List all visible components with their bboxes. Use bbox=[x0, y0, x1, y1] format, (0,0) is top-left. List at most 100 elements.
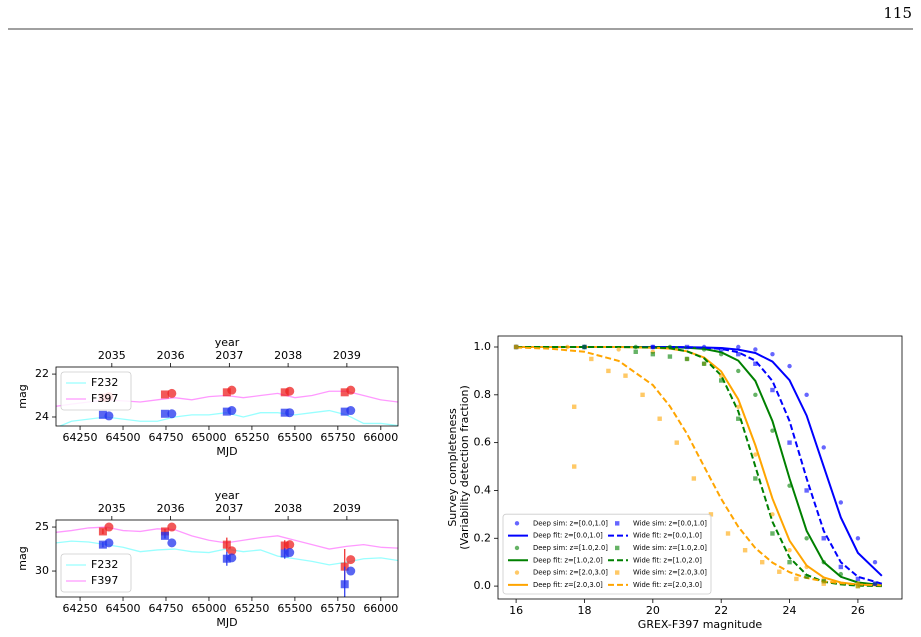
x-tick-label: 65500 bbox=[277, 431, 312, 444]
legend-label: Deep sim: z=[1.0,2.0] bbox=[533, 544, 608, 552]
data-point bbox=[160, 531, 169, 540]
data-point bbox=[227, 385, 237, 395]
data-point bbox=[804, 564, 809, 570]
x-tick-label: 64750 bbox=[148, 602, 183, 615]
data-point bbox=[855, 536, 861, 541]
data-point bbox=[718, 351, 724, 357]
data-point bbox=[98, 527, 107, 536]
data-point bbox=[770, 387, 775, 393]
x-tick-label: 65250 bbox=[234, 431, 269, 444]
data-point bbox=[770, 512, 775, 517]
data-point bbox=[753, 347, 758, 352]
y-axis-label: mag bbox=[16, 546, 29, 570]
data-point bbox=[770, 351, 775, 357]
x2-tick-label: 2036 bbox=[157, 349, 185, 362]
x2-tick-label: 2035 bbox=[98, 349, 126, 362]
data-point bbox=[227, 553, 237, 563]
data-point bbox=[718, 347, 724, 352]
plot-area bbox=[513, 344, 883, 589]
data-point bbox=[872, 559, 878, 565]
data-point bbox=[640, 392, 645, 398]
data-point bbox=[280, 541, 289, 550]
legend-box bbox=[60, 371, 132, 411]
legend-box bbox=[60, 553, 132, 593]
legend-label: Wide fit: z=[0.0,1.0] bbox=[633, 532, 702, 540]
x-tick-label: 64500 bbox=[106, 602, 141, 615]
plot-frame bbox=[497, 335, 903, 600]
data-point bbox=[606, 368, 611, 374]
x-tick-label: 65250 bbox=[234, 602, 269, 615]
data-point bbox=[346, 566, 356, 576]
data-point bbox=[650, 344, 656, 350]
data-point bbox=[616, 347, 621, 352]
data-point bbox=[667, 354, 673, 359]
data-point bbox=[736, 416, 741, 421]
data-point bbox=[280, 549, 289, 558]
data-point bbox=[777, 569, 782, 574]
legend: F232 F397 bbox=[60, 371, 132, 411]
data-point bbox=[167, 522, 177, 532]
x2-tick-label: 2039 bbox=[333, 502, 361, 515]
data-point bbox=[104, 522, 114, 532]
y-axis-label: Survey completeness bbox=[446, 408, 459, 527]
data-point bbox=[285, 540, 295, 550]
y-tick-label: 1.0 bbox=[474, 340, 492, 353]
data-point bbox=[742, 548, 748, 553]
data-point bbox=[285, 548, 295, 558]
x-tick-label: 66000 bbox=[363, 431, 398, 444]
plot-area bbox=[56, 522, 398, 597]
legend-label: F397 bbox=[91, 574, 118, 587]
data-point bbox=[513, 344, 519, 350]
data-point bbox=[787, 483, 792, 488]
y-axis-label: mag bbox=[16, 384, 29, 408]
data-point bbox=[104, 411, 114, 421]
legend-label: Wide fit: z=[1.0,2.0] bbox=[633, 556, 702, 564]
data-point bbox=[227, 406, 237, 416]
data-point bbox=[770, 428, 775, 433]
data-point bbox=[821, 445, 826, 450]
data-point bbox=[285, 386, 295, 396]
data-point bbox=[167, 388, 177, 398]
legend-label: Deep sim: z=[2.0,3.0] bbox=[533, 569, 608, 577]
x-tick-label: 64750 bbox=[148, 431, 183, 444]
x-tick-label: 66000 bbox=[363, 602, 398, 615]
x-axis-label: MJD bbox=[216, 616, 237, 629]
x-tick-label: 24 bbox=[783, 604, 797, 617]
legend-label: F397 bbox=[91, 392, 118, 405]
data-point bbox=[821, 581, 826, 586]
x-tick-label: 65000 bbox=[191, 431, 226, 444]
x-tick-label: 65750 bbox=[320, 431, 355, 444]
data-point bbox=[708, 512, 714, 517]
data-point bbox=[838, 571, 844, 577]
x-tick-label: 16 bbox=[509, 604, 523, 617]
data-point bbox=[167, 409, 177, 419]
legend-marker bbox=[615, 521, 620, 526]
data-point bbox=[787, 440, 792, 445]
data-point bbox=[787, 559, 792, 565]
data-point bbox=[160, 527, 169, 536]
x-tick-label: 26 bbox=[851, 604, 865, 617]
legend-label: Wide fit: z=[2.0,3.0] bbox=[633, 581, 702, 589]
y-tick-label: 0.4 bbox=[474, 483, 492, 496]
x-tick-label: 22 bbox=[714, 604, 728, 617]
x2-tick-label: 2039 bbox=[333, 349, 361, 362]
data-point bbox=[565, 344, 570, 350]
series-line bbox=[516, 346, 882, 587]
y-tick-label: 24 bbox=[35, 410, 49, 423]
x2-axis-label: year bbox=[215, 489, 240, 502]
data-point bbox=[838, 564, 844, 570]
legend: F232 F397 bbox=[60, 553, 132, 593]
legend-marker bbox=[514, 521, 520, 526]
data-point bbox=[760, 559, 765, 565]
data-point bbox=[104, 538, 114, 548]
x2-axis-label: year bbox=[215, 336, 240, 349]
data-point bbox=[684, 344, 690, 350]
data-point bbox=[804, 392, 809, 398]
data-point bbox=[736, 344, 741, 350]
data-point bbox=[872, 581, 878, 586]
data-point bbox=[838, 500, 844, 505]
data-point bbox=[855, 583, 861, 589]
data-point bbox=[167, 538, 177, 548]
data-point bbox=[160, 390, 169, 399]
data-point bbox=[280, 408, 289, 417]
